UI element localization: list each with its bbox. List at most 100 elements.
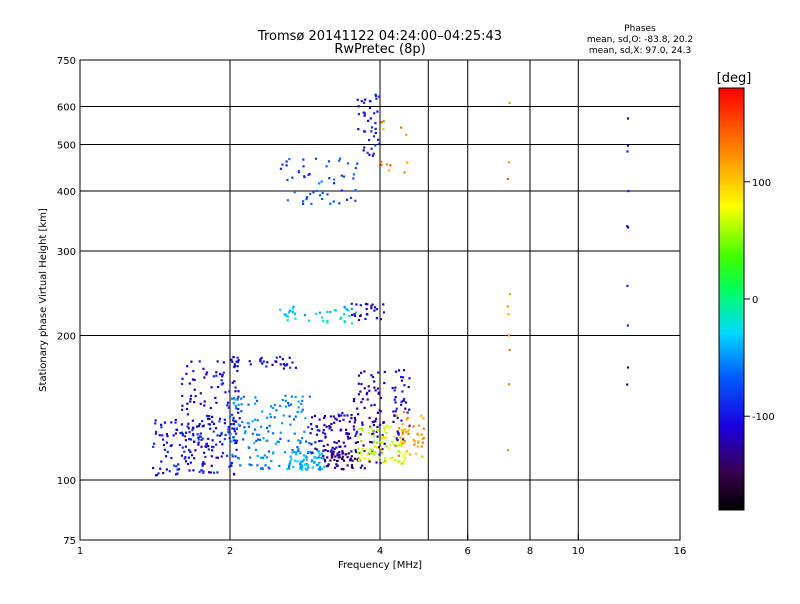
data-point bbox=[326, 443, 329, 446]
data-point bbox=[326, 464, 330, 467]
data-point bbox=[230, 423, 233, 426]
data-point bbox=[301, 460, 304, 463]
data-point bbox=[341, 452, 344, 455]
data-point bbox=[166, 435, 169, 438]
data-point bbox=[368, 389, 371, 392]
x-axis-label: Frequency [MHz] bbox=[338, 560, 422, 571]
data-point bbox=[318, 418, 321, 421]
data-point bbox=[327, 160, 331, 163]
data-point bbox=[351, 313, 354, 317]
data-point bbox=[325, 165, 328, 168]
data-point bbox=[155, 473, 159, 477]
data-point bbox=[211, 449, 214, 452]
data-point bbox=[307, 466, 310, 469]
y-tick-label: 750 bbox=[57, 56, 76, 67]
data-point bbox=[318, 311, 322, 314]
data-point bbox=[351, 322, 354, 325]
data-point bbox=[379, 441, 382, 444]
data-point bbox=[383, 370, 386, 373]
data-point bbox=[229, 433, 232, 436]
data-point bbox=[373, 306, 377, 309]
data-point bbox=[396, 430, 399, 433]
data-point bbox=[406, 450, 409, 453]
data-point bbox=[190, 454, 194, 457]
data-point bbox=[320, 439, 323, 442]
data-point bbox=[397, 454, 400, 457]
data-point bbox=[361, 423, 364, 426]
data-point bbox=[218, 434, 222, 437]
data-point bbox=[364, 98, 367, 101]
data-points bbox=[152, 93, 630, 477]
data-point bbox=[188, 469, 191, 472]
data-point bbox=[297, 169, 300, 173]
data-point bbox=[316, 429, 319, 432]
data-point bbox=[360, 100, 363, 103]
data-point bbox=[350, 465, 353, 468]
data-point bbox=[197, 438, 200, 441]
data-point bbox=[279, 431, 282, 434]
data-point bbox=[368, 99, 371, 103]
data-point bbox=[369, 426, 372, 429]
data-point bbox=[185, 407, 189, 411]
data-point bbox=[203, 462, 206, 465]
data-point bbox=[371, 154, 374, 157]
data-point bbox=[403, 171, 406, 174]
data-point bbox=[160, 426, 163, 429]
data-point bbox=[302, 200, 305, 203]
data-point bbox=[316, 457, 319, 460]
data-point bbox=[320, 456, 323, 459]
data-point bbox=[360, 383, 363, 386]
data-point bbox=[298, 467, 301, 470]
data-point bbox=[274, 442, 277, 445]
data-point bbox=[226, 454, 229, 457]
data-point bbox=[188, 449, 191, 452]
data-point bbox=[330, 454, 333, 457]
data-point bbox=[180, 431, 183, 434]
data-point bbox=[311, 451, 314, 454]
data-point bbox=[223, 418, 226, 421]
data-point bbox=[326, 310, 329, 313]
data-point bbox=[383, 436, 386, 439]
data-point bbox=[403, 384, 406, 387]
data-point bbox=[205, 373, 208, 376]
data-point bbox=[367, 119, 370, 122]
data-point bbox=[227, 431, 230, 434]
data-point bbox=[272, 406, 275, 409]
data-point bbox=[234, 390, 237, 393]
data-point bbox=[322, 449, 325, 452]
data-point bbox=[237, 457, 240, 460]
data-point bbox=[374, 389, 377, 392]
data-point bbox=[375, 430, 378, 433]
data-point bbox=[214, 396, 217, 399]
data-point bbox=[364, 302, 368, 305]
data-point bbox=[356, 98, 359, 101]
data-point bbox=[361, 447, 364, 450]
x-tick-label: 6 bbox=[465, 546, 471, 557]
data-point bbox=[291, 451, 294, 454]
data-point bbox=[234, 455, 237, 458]
data-point bbox=[406, 161, 409, 164]
data-point bbox=[201, 463, 204, 466]
data-point bbox=[361, 398, 364, 401]
data-point bbox=[333, 447, 336, 450]
data-point bbox=[155, 430, 158, 433]
data-point bbox=[372, 434, 375, 437]
data-point bbox=[324, 460, 327, 463]
data-point bbox=[402, 438, 405, 441]
data-point bbox=[345, 308, 348, 311]
data-point bbox=[322, 320, 325, 323]
data-point bbox=[368, 416, 371, 420]
data-point bbox=[193, 440, 196, 443]
data-point bbox=[335, 441, 338, 445]
data-point bbox=[208, 471, 211, 474]
data-point bbox=[388, 447, 391, 450]
data-point bbox=[355, 430, 359, 433]
data-point bbox=[230, 461, 234, 464]
data-point bbox=[189, 397, 192, 401]
data-point bbox=[264, 464, 267, 467]
data-point bbox=[370, 304, 373, 307]
data-point bbox=[407, 429, 410, 432]
data-point bbox=[212, 422, 216, 425]
data-point bbox=[286, 315, 289, 318]
data-point bbox=[222, 371, 225, 374]
